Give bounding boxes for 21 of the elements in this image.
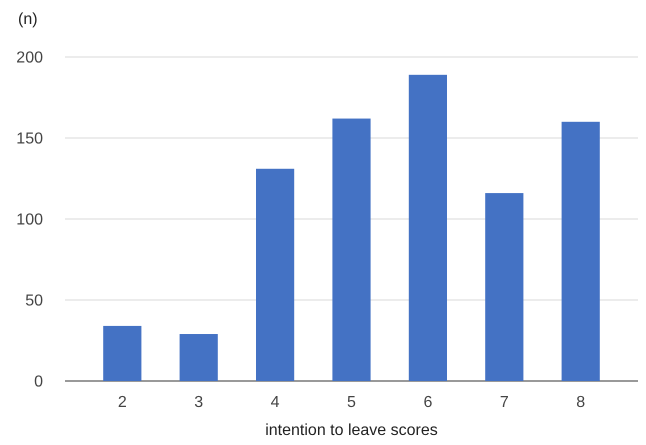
y-tick-label: 100 xyxy=(16,212,44,229)
x-axis-title: intention to leave scores xyxy=(265,422,438,439)
bar xyxy=(180,334,218,381)
y-tick-label: 200 xyxy=(16,50,44,67)
bar xyxy=(332,118,371,381)
y-axis-title: (n) xyxy=(18,11,38,28)
x-tick-label: 2 xyxy=(118,394,127,411)
y-tick-label: 50 xyxy=(25,292,44,310)
bar xyxy=(256,168,294,381)
x-tick-label: 6 xyxy=(423,394,432,411)
x-tick-label: 4 xyxy=(270,394,280,411)
y-tick-label: 150 xyxy=(16,130,44,148)
bar xyxy=(408,74,447,381)
bar xyxy=(562,122,600,381)
bar xyxy=(485,193,524,381)
x-tick-label: 8 xyxy=(576,394,586,411)
y-tick-label: 0 xyxy=(34,374,44,391)
bar xyxy=(103,326,142,381)
x-tick-label: 3 xyxy=(194,394,204,411)
x-tick-label: 7 xyxy=(500,394,509,411)
x-tick-label: 5 xyxy=(347,394,356,411)
